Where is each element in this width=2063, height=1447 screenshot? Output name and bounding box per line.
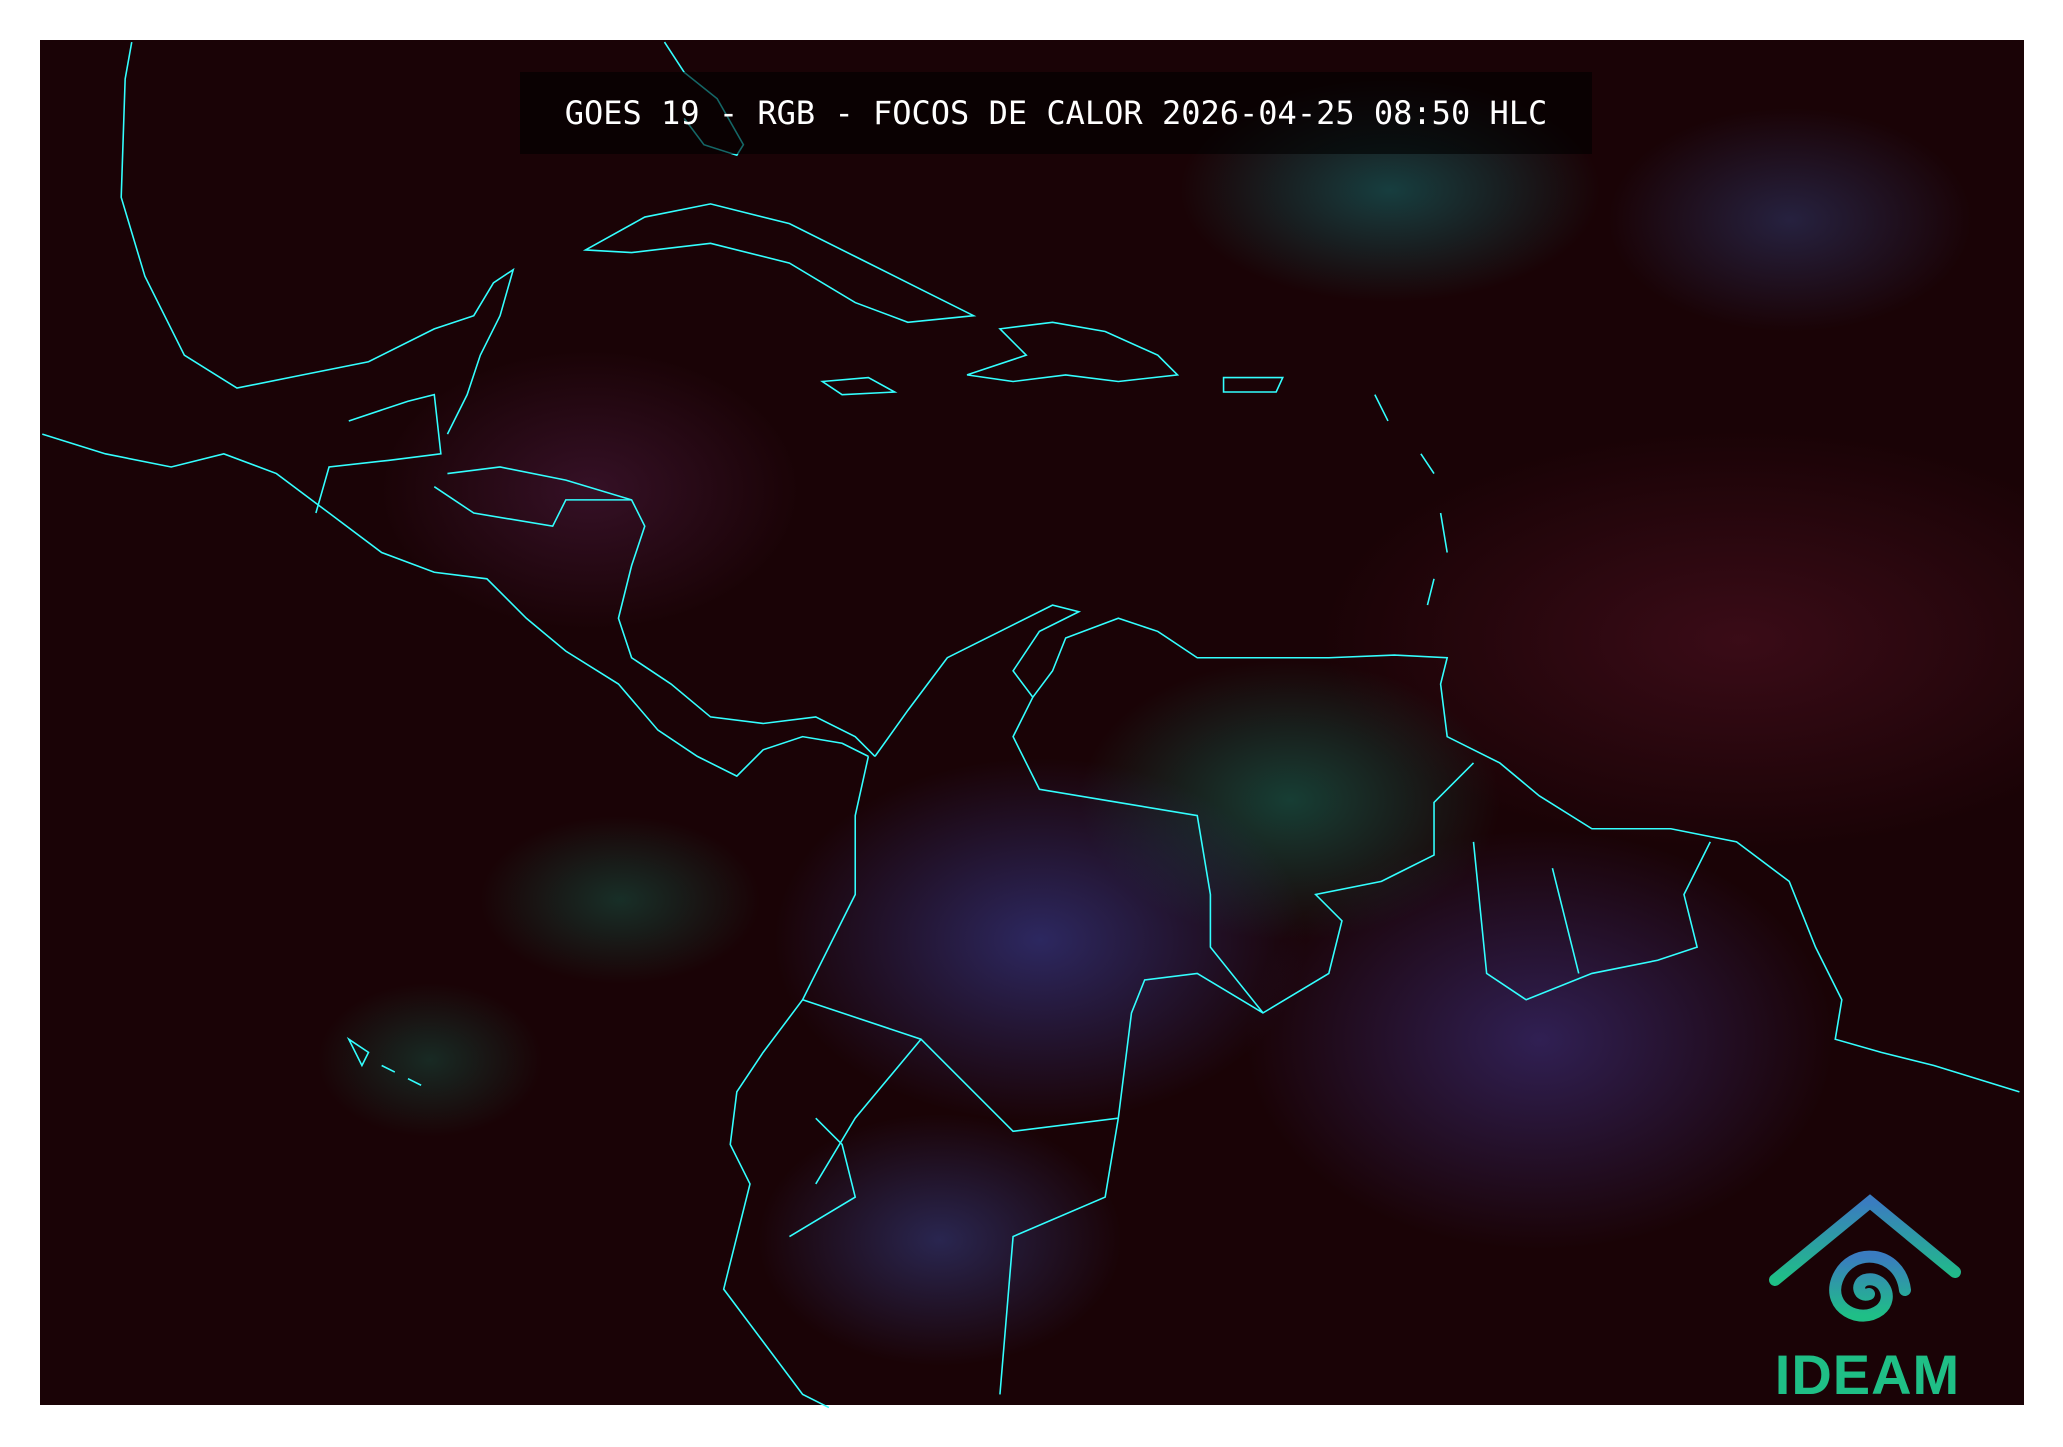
country-borders [789,696,1711,1395]
cuba [582,203,977,324]
ideam-logo-text: IDEAM [1774,1343,1961,1406]
satellite-image [40,40,2024,1405]
mexico-gulf-coast [120,41,515,435]
map-title: GOES 19 - RGB - FOCOS DE CALOR 2026-04-2… [564,94,1548,132]
ideam-logo: IDEAM [1755,1180,1980,1406]
pacific-coast-mexico [42,433,869,778]
puerto-rico [1222,376,1284,393]
title-banner: GOES 19 - RGB - FOCOS DE CALOR 2026-04-2… [520,72,1592,154]
hispaniola [966,321,1180,383]
south-america-north-coast [874,604,2020,1093]
galapagos-islands [346,1036,422,1086]
central-america-caribbean-coast [447,466,876,757]
south-america-pacific-coast [722,756,870,1409]
jamaica [820,376,898,396]
ideam-logo-mark-icon [1769,1194,1961,1322]
yucatan-borders [315,393,632,528]
lesser-antilles [1374,394,1448,606]
